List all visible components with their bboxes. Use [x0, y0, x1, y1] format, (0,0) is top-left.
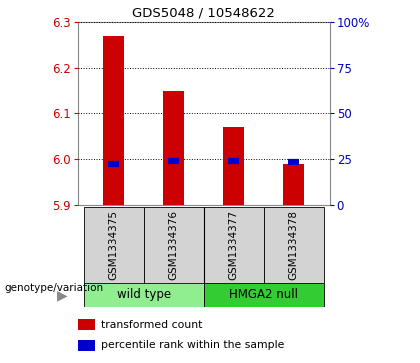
Bar: [103, 36, 124, 205]
Text: ▶: ▶: [57, 288, 67, 302]
Text: GSM1334378: GSM1334378: [289, 210, 299, 280]
Text: HMGA2 null: HMGA2 null: [229, 289, 298, 301]
Text: GSM1334377: GSM1334377: [229, 210, 239, 280]
Bar: [84, 283, 204, 307]
Text: transformed count: transformed count: [101, 319, 203, 330]
Title: GDS5048 / 10548622: GDS5048 / 10548622: [132, 6, 275, 19]
Bar: [264, 207, 324, 283]
Bar: [144, 207, 204, 283]
Bar: [204, 207, 264, 283]
Bar: [223, 127, 244, 205]
Text: GSM1334376: GSM1334376: [169, 210, 178, 280]
Bar: [163, 90, 184, 205]
Bar: [204, 283, 324, 307]
Bar: [78, 319, 95, 330]
Text: wild type: wild type: [117, 289, 171, 301]
Text: genotype/variation: genotype/variation: [4, 283, 103, 293]
Bar: [84, 207, 144, 283]
Bar: [78, 340, 95, 351]
Text: percentile rank within the sample: percentile rank within the sample: [101, 340, 285, 350]
Bar: [283, 164, 304, 205]
Text: GSM1334375: GSM1334375: [109, 210, 119, 280]
